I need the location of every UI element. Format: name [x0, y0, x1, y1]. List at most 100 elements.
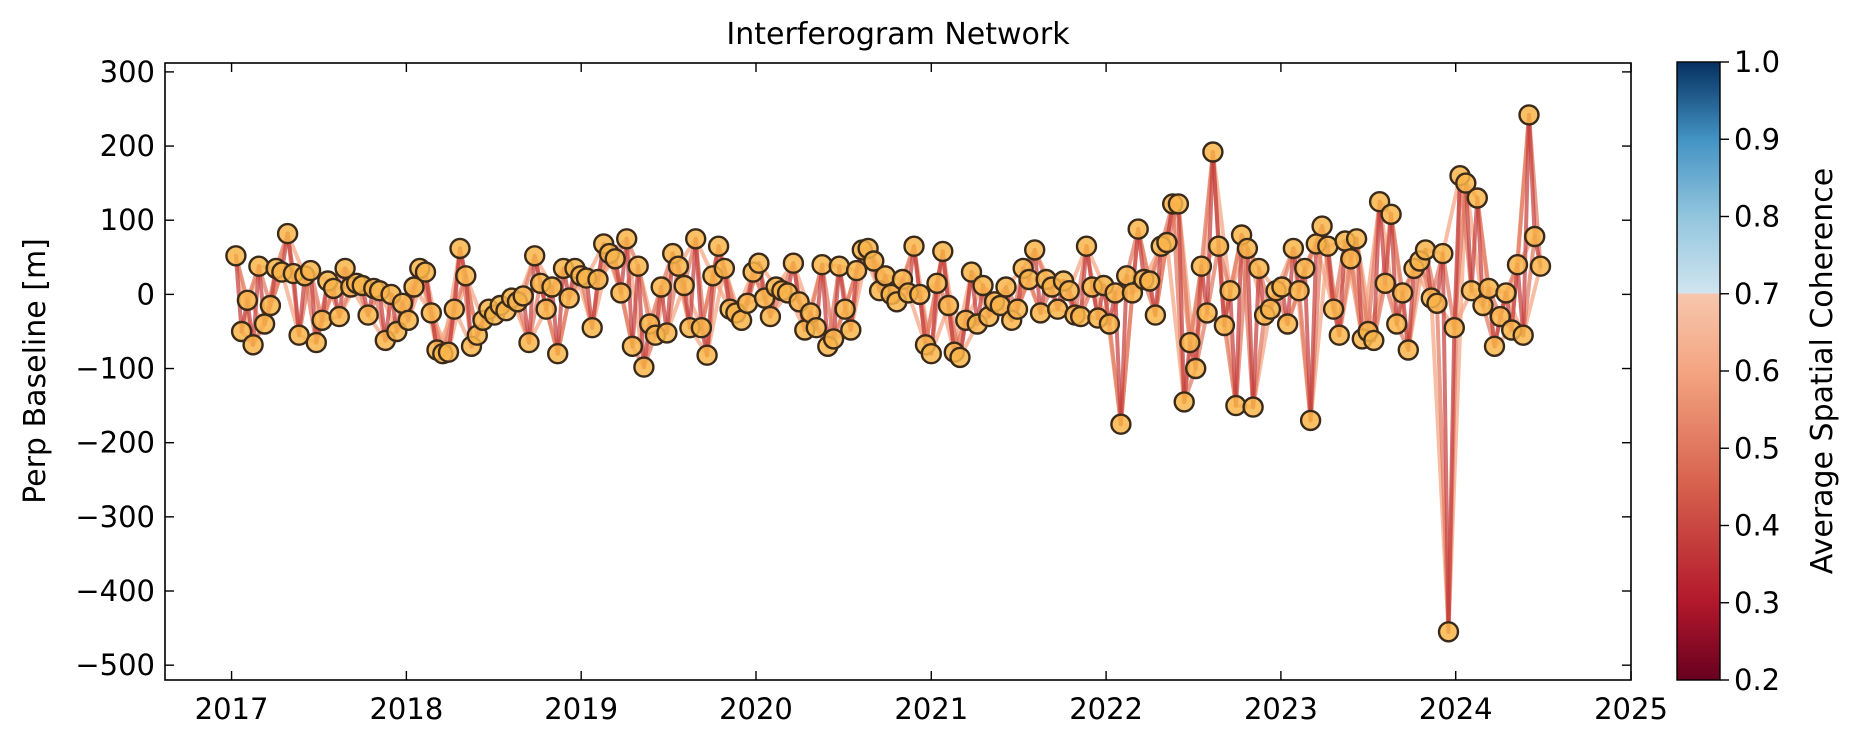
acquisition-point	[627, 255, 649, 277]
network-edge	[1251, 266, 1261, 410]
acquisition-point	[828, 255, 850, 277]
acquisition-point	[822, 328, 845, 350]
network-edge	[1233, 233, 1244, 408]
acquisition-point	[276, 222, 299, 245]
network-edge	[636, 264, 646, 370]
acquisition-point	[1443, 317, 1466, 339]
acquisition-point	[1432, 242, 1454, 265]
acquisition-point	[748, 252, 770, 274]
colorbar-tick-label: 0.2	[1734, 663, 1780, 697]
network-edge	[1446, 325, 1457, 634]
acquisition-point	[1213, 314, 1236, 337]
acquisition-point	[1110, 413, 1132, 435]
acquisition-point	[403, 276, 425, 298]
acquisition-point	[1069, 305, 1092, 328]
x-tick-label: 2019	[544, 692, 618, 726]
acquisition-point	[512, 285, 534, 307]
acquisition-point	[1127, 218, 1149, 240]
colorbar: 1.0 0.9 0.8 0.7 0.6 0.5 0.4 0.3 0.2 Average Spat…	[1676, 45, 1840, 697]
acquisition-point	[1242, 396, 1264, 418]
network-edge	[1389, 212, 1399, 326]
acquisition-point	[656, 322, 678, 344]
acquisition-point	[713, 257, 736, 280]
acquisition-point	[547, 343, 569, 365]
x-tick-label: 2018	[369, 692, 443, 726]
x-tick-label: 2024	[1419, 692, 1493, 726]
acquisition-point	[334, 257, 356, 280]
acquisition-point	[1029, 302, 1052, 324]
acquisition-point	[1006, 298, 1029, 320]
acquisition-point	[1058, 280, 1080, 302]
network-edge	[233, 253, 244, 334]
acquisition-point	[1478, 277, 1500, 300]
acquisition-point	[242, 334, 264, 356]
colorbar-tick-label: 0.9	[1734, 122, 1780, 156]
acquisition-point	[840, 319, 862, 341]
acquisition-point	[1340, 248, 1362, 270]
acquisition-point	[972, 274, 994, 297]
network-edge	[1245, 246, 1256, 410]
acquisition-point	[1236, 237, 1259, 260]
acquisition-point	[1380, 203, 1402, 226]
acquisition-point	[1466, 187, 1489, 209]
colorbar-gradient	[1676, 61, 1721, 681]
acquisition-point	[1098, 313, 1121, 335]
acquisition-point	[225, 245, 247, 267]
acquisition-point	[1311, 215, 1333, 237]
network-edge	[1452, 173, 1462, 330]
acquisition-point	[1495, 282, 1517, 304]
y-tick-label: −500	[75, 648, 155, 682]
acquisition-point	[259, 294, 282, 317]
y-tick-label: 200	[100, 129, 155, 163]
acquisition-point	[685, 228, 707, 250]
acquisition-point	[707, 235, 730, 257]
acquisition-point	[1173, 391, 1195, 413]
acquisition-point	[1144, 304, 1167, 326]
acquisition-point	[1437, 621, 1460, 643]
y-tick-label: −400	[75, 574, 155, 608]
acquisition-point	[311, 309, 333, 331]
acquisition-point	[328, 305, 350, 328]
network-edge	[1205, 150, 1215, 315]
acquisition-point	[449, 237, 471, 260]
acquisition-point	[1282, 237, 1305, 260]
acquisition-point	[253, 313, 276, 335]
acquisition-point	[357, 304, 379, 326]
acquisition-point	[920, 343, 942, 365]
acquisition-point	[1179, 331, 1201, 354]
axes-frame	[164, 62, 1632, 681]
acquisition-point	[1506, 254, 1529, 276]
network-edge	[1308, 241, 1319, 423]
colorbar-tick-label: 0.4	[1734, 509, 1780, 543]
acquisition-point	[1207, 235, 1230, 257]
x-tick-label: 2023	[1244, 692, 1318, 726]
acquisition-point	[587, 268, 609, 291]
acquisition-point	[610, 282, 632, 304]
acquisition-point	[1529, 255, 1552, 277]
acquisition-point	[845, 259, 868, 282]
network-edge	[1440, 251, 1451, 634]
y-tick-label: −300	[75, 500, 155, 534]
network-edge	[1527, 112, 1537, 239]
acquisition-point	[1219, 280, 1241, 302]
acquisition-point	[650, 276, 672, 298]
acquisition-point	[616, 228, 638, 250]
acquisition-point	[1322, 298, 1345, 320]
acquisition-point	[1271, 276, 1293, 298]
y-tick-label: 300	[100, 55, 155, 89]
y-tick-label: −200	[75, 426, 155, 460]
acquisition-point	[759, 305, 782, 328]
acquisition-point	[1328, 324, 1351, 346]
acquisition-point	[541, 276, 563, 298]
acquisition-point	[248, 255, 270, 277]
acquisition-point	[673, 274, 695, 297]
acquisition-point	[1397, 339, 1420, 361]
acquisition-point	[621, 335, 644, 357]
network-edge	[1463, 181, 1474, 293]
acquisition-point	[1288, 280, 1310, 302]
colorbar-label: Average Spatial Coherence	[1805, 168, 1840, 574]
acquisition-point	[1190, 255, 1213, 277]
network-edge	[705, 273, 715, 358]
network-edge	[693, 236, 704, 330]
